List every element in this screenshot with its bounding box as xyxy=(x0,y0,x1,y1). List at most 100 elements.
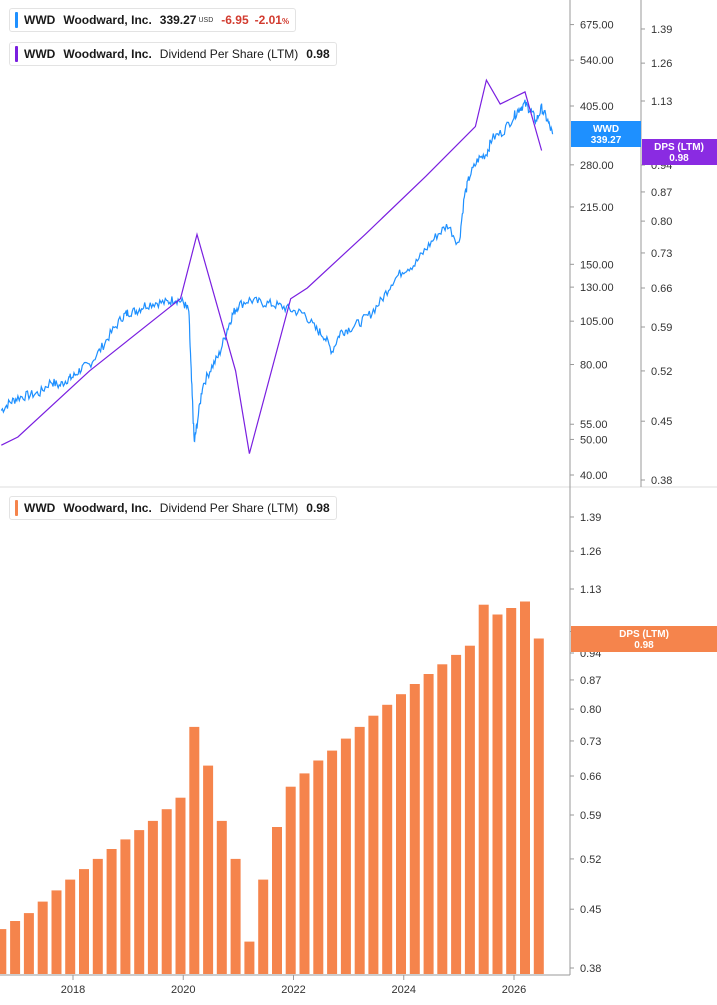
dps-top-axis-label: 0.59 xyxy=(651,322,672,334)
dps-bottom-badge-label: DPS (LTM) xyxy=(619,629,669,640)
dps-bar xyxy=(285,786,296,974)
price-axis-label: 40.00 xyxy=(580,470,608,482)
dps-bottom-axis-label: 1.39 xyxy=(580,512,601,524)
dps-bar xyxy=(244,941,255,974)
legend-ticker: WWD xyxy=(24,13,56,27)
dps-bar xyxy=(409,684,420,974)
price-axis-label: 540.00 xyxy=(580,55,614,67)
dps-top-badge-value: 0.98 xyxy=(669,153,689,164)
dps-bottom-axis-label: 0.45 xyxy=(580,904,601,916)
dps-bar xyxy=(396,694,406,974)
dps-bar xyxy=(216,820,227,974)
x-axis-label: 2020 xyxy=(171,984,195,996)
dps-series-line xyxy=(1,78,543,454)
legend-ticker: WWD xyxy=(24,47,56,61)
dps-top-axis-label: 0.45 xyxy=(651,416,672,428)
legend-ticker: WWD xyxy=(24,501,56,515)
dps-panel xyxy=(0,601,544,974)
dps-bar xyxy=(0,929,7,974)
dps-bar xyxy=(23,913,34,974)
dps-bar xyxy=(506,608,517,974)
dps-bar xyxy=(464,645,475,974)
dps-bar xyxy=(423,674,434,974)
dps-bar xyxy=(147,820,158,974)
price-series-line xyxy=(0,99,554,443)
dps-bar xyxy=(230,858,241,974)
dps-bar xyxy=(382,704,393,974)
legend-dps-value: 0.98 xyxy=(306,501,330,515)
dps-bottom-axis-label: 0.80 xyxy=(580,704,601,716)
dps-bar xyxy=(354,726,365,974)
dps-bar xyxy=(120,839,131,974)
dps-bar xyxy=(492,614,503,974)
dps-bottom-axis-label: 0.87 xyxy=(580,675,601,687)
dps-bar xyxy=(340,738,351,974)
dps-bar xyxy=(134,830,145,974)
dps-top-axis-label: 0.52 xyxy=(651,366,672,378)
dps-bar xyxy=(79,869,89,974)
dps-top-axis-label: 0.66 xyxy=(651,283,672,295)
price-panel xyxy=(0,78,554,454)
price-axis-label: 80.00 xyxy=(580,360,608,372)
dps-top-axis-label: 0.73 xyxy=(651,248,672,260)
dps-top-axis-label: 1.13 xyxy=(651,96,672,108)
dps-bottom-axis-label: 1.13 xyxy=(580,584,601,596)
dps-bar xyxy=(313,760,324,974)
x-axis-label: 2026 xyxy=(502,984,526,996)
dps-bottom-legend-color xyxy=(15,500,18,516)
dps-bottom-axis-label: 0.66 xyxy=(580,771,601,783)
dps-bar xyxy=(189,726,200,974)
dps-top-badge: DPS (LTM)0.98 xyxy=(642,139,717,165)
dps-bar xyxy=(478,604,489,974)
price-axis-label: 55.00 xyxy=(580,419,608,431)
dps-bar xyxy=(10,921,21,974)
price-axis-label: 405.00 xyxy=(580,101,614,113)
price-badge-value: 339.27 xyxy=(591,135,622,146)
dps-bar xyxy=(520,601,530,974)
dps-bar xyxy=(451,654,462,974)
dps-top-axis-label: 1.39 xyxy=(651,24,672,36)
dps-top-axis-label: 0.80 xyxy=(651,216,672,228)
price-legend[interactable]: WWD Woodward, Inc. 339.27 USD -6.95 -2.0… xyxy=(9,8,297,32)
price-axis-label: 130.00 xyxy=(580,282,614,294)
legend-metric: Dividend Per Share (LTM) xyxy=(159,501,299,515)
legend-currency: USD xyxy=(198,16,214,24)
legend-metric: Dividend Per Share (LTM) xyxy=(159,47,299,61)
legend-company: Woodward, Inc. xyxy=(63,13,152,27)
dps-top-legend[interactable]: WWD Woodward, Inc. Dividend Per Share (L… xyxy=(9,42,337,66)
dps-bar xyxy=(327,750,338,974)
dps-bottom-badge-value: 0.98 xyxy=(634,640,654,651)
price-axis-label: 105.00 xyxy=(580,316,614,328)
dps-bar xyxy=(368,715,379,974)
dps-bar xyxy=(175,797,186,974)
dps-top-badge-label: DPS (LTM) xyxy=(654,142,704,153)
price-legend-color xyxy=(15,12,18,28)
x-axis-label: 2022 xyxy=(281,984,305,996)
price-axis-label: 675.00 xyxy=(580,20,614,32)
dps-bar xyxy=(92,858,103,974)
dps-bar xyxy=(51,890,62,974)
dps-bar xyxy=(161,809,172,974)
dps-bar xyxy=(106,849,117,974)
price-axis-label: 280.00 xyxy=(580,160,614,172)
legend-dps-value: 0.98 xyxy=(306,47,330,61)
x-axis-label: 2024 xyxy=(392,984,416,996)
price-badge-ticker: WWD xyxy=(593,124,619,135)
dps-bottom-axis-label: 0.52 xyxy=(580,854,601,866)
dps-bottom-legend[interactable]: WWD Woodward, Inc. Dividend Per Share (L… xyxy=(9,496,337,520)
dps-bar xyxy=(258,879,269,974)
dps-top-axis-label: 0.38 xyxy=(651,475,672,487)
price-axis-label: 50.00 xyxy=(580,434,608,446)
dps-top-legend-color xyxy=(15,46,18,62)
dps-bottom-axis-label: 0.59 xyxy=(580,810,601,822)
dps-bar xyxy=(37,901,48,974)
legend-change: -6.95 xyxy=(221,13,249,27)
dps-bar xyxy=(203,765,214,974)
price-axis-label: 150.00 xyxy=(580,259,614,271)
dps-bar xyxy=(533,638,544,974)
dps-bar xyxy=(437,664,448,974)
dps-bottom-axis-label: 0.73 xyxy=(580,736,601,748)
